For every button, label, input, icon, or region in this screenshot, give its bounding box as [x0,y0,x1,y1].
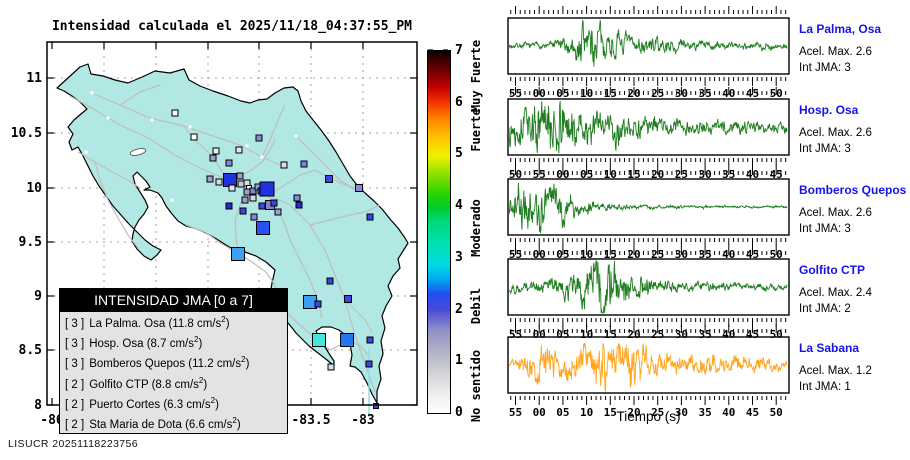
station-marker [256,221,270,235]
station-marker [225,159,233,167]
legend-entry: [ 2 ] Sta Maria de Dota (6.6 cm/s2) [65,416,241,431]
legend-entry: [ 3 ] La Palma. Osa (11.8 cm/s2) [65,315,230,330]
station-marker [235,146,243,154]
station-marker [239,207,247,215]
lake-arenal [129,148,147,156]
waveform-axis-ticks [510,325,787,405]
station-marker [312,333,326,347]
legend-entry: [ 2 ] Golfito CTP (8.8 cm/s2) [65,375,208,391]
seismogram-trace [509,19,788,67]
station-marker [270,199,278,207]
waveform-axis-ticks [510,6,787,86]
colorbar [427,50,451,414]
seismogram-trace [509,342,788,392]
legend-entry: [ 3 ] Bomberos Quepos (11.2 cm/s2) [65,355,250,371]
station-marker [274,208,282,216]
station-marker [190,133,198,141]
station-marker [241,196,249,204]
station-marker [209,154,217,162]
station-intensity-markers [171,109,379,409]
station-marker [293,194,301,202]
station-marker [250,213,258,221]
station-marker [300,160,308,168]
station-marker [255,134,263,142]
station-marker [243,188,251,196]
station-marker [344,295,352,303]
station-marker [366,213,374,221]
station-marker [236,172,244,180]
seismogram-trace [509,182,788,234]
seismogram-trace [509,100,788,154]
station-marker [327,363,335,371]
station-marker [325,175,333,183]
town-dots [84,91,298,202]
station-marker [258,202,266,210]
waveform-axis-ticks [510,167,787,247]
legend-entry: [ 3 ] Hosp. Osa (8.7 cm/s2) [65,335,203,351]
station-marker [237,180,245,188]
station-marker [326,277,334,285]
station-marker [366,336,374,344]
station-marker [314,300,322,308]
station-marker [212,147,220,155]
legend-title: INTENSIDAD JMA [0 a 7] [60,289,287,312]
station-marker [355,184,363,192]
station-marker [295,201,303,209]
station-marker [215,178,223,186]
legend-entry: [ 2 ] Puerto Cortes (6.3 cm/s2) [65,395,219,411]
station-marker [259,181,275,197]
station-marker [206,175,214,183]
station-marker [365,360,373,368]
station-marker [340,333,354,347]
costa-rica-landmass [56,63,409,404]
intensity-legend: INTENSIDAD JMA [0 a 7] [ 3 ] La Palma. Os… [59,288,288,435]
station-marker [280,161,288,169]
station-marker [249,194,257,202]
station-marker [225,202,233,210]
waveform-axis-ticks [510,247,787,327]
station-marker [171,109,179,117]
station-marker [231,247,245,261]
waveform-axis-ticks [510,87,787,167]
station-marker [249,187,257,195]
seismogram-trace [509,260,788,314]
station-marker [228,184,236,192]
station-marker [373,403,379,409]
